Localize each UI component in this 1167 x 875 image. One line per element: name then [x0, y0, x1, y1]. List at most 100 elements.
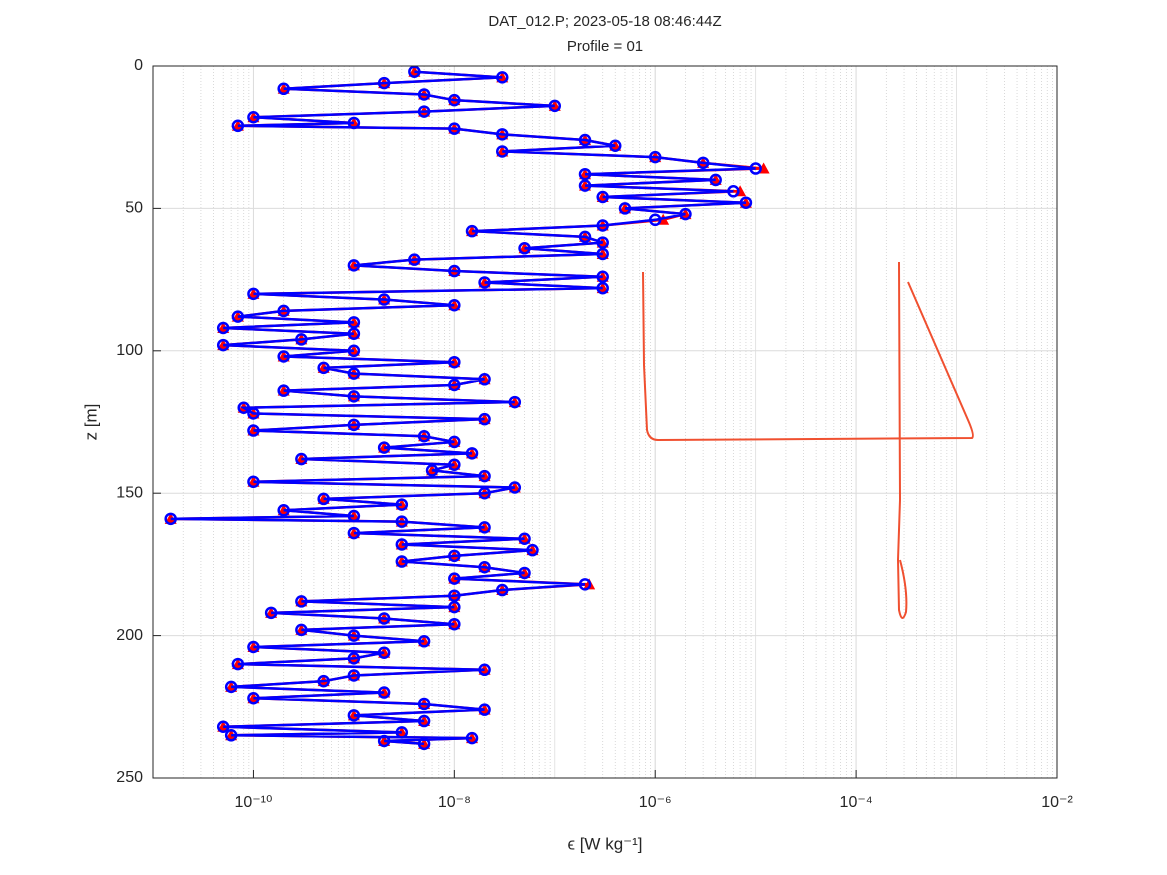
circle-marker: [395, 555, 409, 568]
y-tick-label: 250: [116, 769, 143, 786]
circle-marker: [709, 173, 722, 187]
circle-marker: [317, 361, 330, 375]
circle-marker: [465, 731, 479, 745]
circle-marker: [448, 589, 461, 602]
circle-marker: [417, 714, 431, 728]
circle-marker: [596, 281, 609, 295]
circle-marker: [395, 498, 409, 511]
circle-marker: [377, 686, 391, 699]
circle-marker: [231, 657, 245, 671]
annotation-stroke: [896, 261, 908, 619]
circle-marker: [277, 82, 290, 96]
circle-marker: [347, 116, 361, 130]
circle-marker: [231, 119, 245, 133]
circle-marker: [596, 190, 609, 204]
circle-marker: [347, 367, 361, 380]
circle-marker: [609, 139, 622, 152]
circle-marker: [578, 179, 592, 192]
circle-marker: [478, 521, 491, 534]
circle-marker: [417, 105, 431, 118]
circle-marker: [224, 729, 238, 742]
circle-marker: [347, 418, 361, 432]
circle-marker: [618, 202, 632, 215]
circle-marker: [648, 150, 662, 164]
plot-area: 10⁻¹⁰ 10⁻⁸ 10⁻⁶ 10⁻⁴ 10⁻² 0 50 100 150 200 250: [116, 57, 1073, 811]
circle-marker: [417, 635, 431, 648]
circle-marker: [247, 111, 260, 124]
circle-marker: [277, 384, 290, 397]
circle-marker: [448, 122, 461, 135]
circle-marker: [216, 720, 230, 733]
circle-marker: [224, 680, 238, 694]
circle-marker: [377, 441, 391, 454]
circle-marker: [395, 538, 409, 551]
y-tick-label: 150: [116, 484, 143, 501]
x-tick-label: 10⁻¹⁰: [234, 794, 272, 811]
circle-marker: [395, 726, 409, 739]
circle-marker: [448, 458, 461, 471]
circle-marker: [277, 504, 290, 517]
circle-marker: [347, 316, 361, 329]
circle-marker: [448, 93, 461, 107]
circle-marker: [377, 76, 391, 90]
circle-marker: [465, 447, 479, 460]
y-tick-label: 100: [116, 342, 143, 359]
circle-marker: [648, 213, 662, 227]
x-tick-label: 10⁻⁸: [438, 794, 471, 811]
circle-marker: [578, 578, 592, 591]
circle-marker: [237, 401, 250, 415]
circle-marker: [448, 264, 461, 278]
x-tick-label: 10⁻⁴: [840, 794, 873, 811]
y-tick-label: 200: [116, 627, 143, 644]
circle-marker: [548, 99, 562, 113]
circle-marker: [526, 543, 539, 557]
circle-marker: [347, 652, 361, 665]
circle-marker: [417, 429, 431, 443]
circle-marker: [448, 600, 461, 614]
circle-marker: [478, 703, 491, 716]
circle-marker: [596, 236, 609, 249]
circle-marker: [295, 333, 308, 346]
circle-marker: [596, 270, 609, 284]
circle-marker: [596, 219, 609, 232]
circle-marker: [408, 253, 421, 266]
circle-marker: [247, 640, 260, 654]
annotation-stroke: [642, 271, 974, 442]
circle-marker: [247, 475, 260, 489]
circle-marker: [448, 435, 461, 449]
circle-marker: [247, 692, 260, 705]
circle-marker: [478, 486, 491, 500]
circle-marker: [377, 734, 391, 748]
circle-marker: [164, 512, 177, 526]
circle-marker: [216, 321, 230, 335]
circle-marker: [496, 583, 509, 597]
circle-marker: [295, 452, 308, 466]
circle-marker: [347, 709, 361, 722]
circle-marker: [247, 424, 260, 437]
circle-marker: [518, 532, 531, 546]
circle-marker: [578, 133, 592, 147]
circle-marker: [377, 612, 391, 625]
circle-marker: [496, 128, 509, 141]
circle-marker: [264, 606, 278, 620]
circle-marker: [377, 646, 391, 659]
circle-marker: [496, 71, 509, 84]
axes-box: [152, 65, 1058, 779]
circle-marker: [377, 293, 391, 306]
circle-marker: [465, 224, 479, 238]
circle-marker: [247, 407, 260, 420]
circle-marker: [478, 469, 491, 483]
circle-marker: [518, 566, 531, 580]
circle-marker: [317, 492, 330, 506]
circle-marker: [216, 338, 230, 352]
circle-marker: [347, 344, 361, 358]
circle-marker: [347, 390, 361, 403]
y-tick-label: 50: [125, 200, 143, 217]
circle-marker: [347, 327, 361, 340]
circle-marker: [295, 595, 308, 608]
y-tick-label: 0: [134, 57, 143, 74]
circle-marker: [347, 629, 361, 642]
circle-marker: [496, 145, 509, 158]
circle-marker: [417, 88, 431, 101]
x-tick-label: 10⁻⁶: [639, 794, 672, 811]
